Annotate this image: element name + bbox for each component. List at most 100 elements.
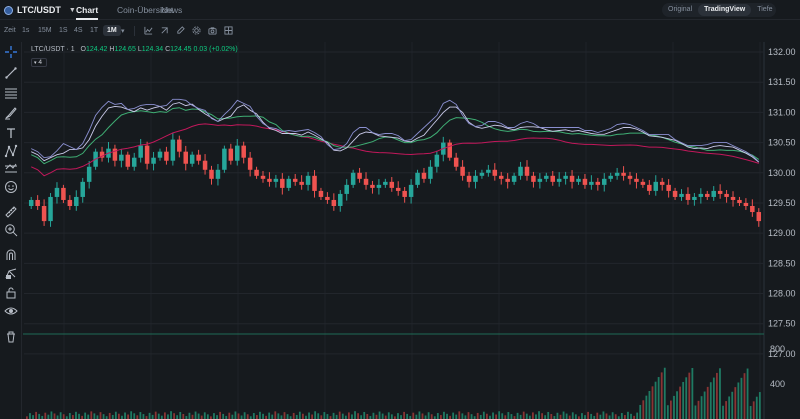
price-chart-svg[interactable]: 132.00 131.50 131.00 130.50 130.00 129.50 129.… bbox=[23, 42, 800, 419]
volume-bar bbox=[44, 412, 47, 419]
ruler-icon[interactable] bbox=[4, 205, 18, 219]
pair-selector[interactable]: LTC/USDT ▼ bbox=[4, 4, 76, 16]
volume-bar bbox=[409, 415, 412, 419]
zoom-icon[interactable] bbox=[4, 223, 18, 237]
trendline-icon[interactable] bbox=[4, 66, 18, 80]
volume-bar bbox=[157, 413, 160, 419]
candle-body bbox=[743, 202, 749, 206]
interval-1d[interactable]: 1T bbox=[90, 27, 99, 34]
volume-bar bbox=[574, 414, 577, 419]
candle-body bbox=[556, 178, 562, 182]
interval-1h[interactable]: 1S bbox=[59, 27, 68, 34]
volume-bar bbox=[752, 401, 755, 419]
candle-body bbox=[80, 181, 85, 197]
settings-icon[interactable] bbox=[192, 26, 201, 35]
toolbar-divider bbox=[134, 26, 135, 36]
volume-bar bbox=[620, 413, 623, 419]
volume-bar bbox=[624, 415, 626, 419]
volume-bar bbox=[280, 415, 283, 419]
candle-body bbox=[112, 148, 118, 161]
volume-bar bbox=[706, 386, 709, 419]
candle-body bbox=[705, 193, 710, 197]
volume-bar bbox=[581, 413, 583, 419]
screenshot-icon[interactable] bbox=[208, 26, 217, 35]
indicator-icon[interactable] bbox=[144, 26, 153, 35]
candle-body bbox=[402, 190, 407, 197]
emoji-icon[interactable] bbox=[4, 180, 18, 194]
candle-body bbox=[157, 151, 163, 158]
candle-body bbox=[305, 175, 311, 185]
volume-bar bbox=[133, 413, 136, 419]
volume-bar bbox=[397, 413, 399, 419]
layout-icon[interactable] bbox=[224, 26, 233, 35]
candle-body bbox=[473, 175, 478, 182]
tab-coin-overview[interactable]: Coin-Übersicht bbox=[117, 5, 174, 15]
volume-bar bbox=[473, 416, 476, 419]
text-icon[interactable] bbox=[4, 126, 18, 140]
trash-icon[interactable] bbox=[4, 330, 18, 344]
volume-bar bbox=[455, 414, 458, 419]
volume-bar bbox=[298, 411, 301, 419]
volume-bar bbox=[510, 414, 513, 419]
drawing-toolbar bbox=[0, 42, 22, 419]
volume-bar bbox=[265, 415, 267, 419]
brush-icon[interactable] bbox=[4, 106, 18, 120]
candle-body bbox=[550, 175, 555, 182]
volume-bar bbox=[305, 415, 307, 419]
volume-bar bbox=[105, 416, 108, 419]
volume-bar bbox=[332, 412, 335, 419]
volume-bar bbox=[547, 411, 550, 419]
volume-bar bbox=[75, 411, 77, 419]
volume-bar bbox=[525, 413, 528, 419]
view-depth-button[interactable]: Tiefe bbox=[757, 6, 773, 13]
candle-body bbox=[531, 175, 536, 182]
price-tick-label: 131.50 bbox=[768, 77, 796, 87]
volume-bar bbox=[660, 372, 663, 419]
candle-body bbox=[189, 154, 195, 164]
volume-bar bbox=[308, 412, 310, 419]
eye-icon[interactable] bbox=[4, 304, 18, 318]
tab-chart[interactable]: Chart bbox=[76, 5, 99, 20]
top-bar: LTC/USDT ▼ Chart Coin-Übersicht News Ori… bbox=[0, 0, 800, 20]
pattern-icon[interactable] bbox=[4, 144, 18, 158]
volume-bar bbox=[142, 414, 145, 419]
candle-body bbox=[750, 206, 755, 213]
lock-drawing-icon[interactable] bbox=[4, 266, 18, 280]
edit-icon[interactable] bbox=[176, 26, 185, 35]
crosshair-icon[interactable] bbox=[4, 45, 18, 59]
lock-icon[interactable] bbox=[4, 286, 18, 300]
volume-bar bbox=[424, 415, 427, 419]
volume-bar bbox=[99, 412, 102, 419]
long-short-icon[interactable] bbox=[4, 162, 18, 176]
volume-bar bbox=[737, 382, 740, 419]
volume-bar bbox=[694, 405, 697, 419]
candle-body bbox=[756, 212, 762, 222]
indicator-toggle[interactable]: ▾ 4 bbox=[31, 58, 47, 67]
volume-bar bbox=[262, 413, 264, 419]
volume-bar bbox=[464, 415, 467, 419]
volume-bar bbox=[341, 413, 344, 419]
volume-bar bbox=[277, 413, 280, 419]
candle-body bbox=[589, 181, 594, 185]
tab-news[interactable]: News bbox=[161, 5, 183, 15]
candle-body bbox=[363, 178, 369, 185]
volume-bar bbox=[167, 414, 169, 419]
chart-area[interactable]: 132.00 131.50 131.00 130.50 130.00 129.50 129.… bbox=[23, 42, 800, 419]
view-tradingview-button[interactable]: TradingView bbox=[698, 4, 752, 16]
interval-15m[interactable]: 15M bbox=[38, 27, 52, 34]
candle-body bbox=[698, 193, 704, 197]
volume-bar bbox=[645, 395, 648, 419]
fib-icon[interactable] bbox=[4, 86, 18, 100]
candle-body bbox=[138, 145, 143, 158]
candle-body bbox=[86, 166, 92, 182]
volume-bar bbox=[72, 415, 74, 419]
magnet-icon[interactable] bbox=[4, 248, 18, 262]
interval-1m[interactable]: 1M bbox=[103, 25, 121, 36]
interval-more-icon[interactable]: ▾ bbox=[121, 28, 125, 35]
volume-bar bbox=[676, 391, 678, 419]
view-original-button[interactable]: Original bbox=[668, 6, 693, 13]
candle-type-icon[interactable] bbox=[160, 26, 169, 35]
interval-1s[interactable]: 1s bbox=[22, 27, 30, 34]
volume-bar bbox=[81, 415, 83, 419]
interval-4h[interactable]: 4S bbox=[74, 27, 83, 34]
